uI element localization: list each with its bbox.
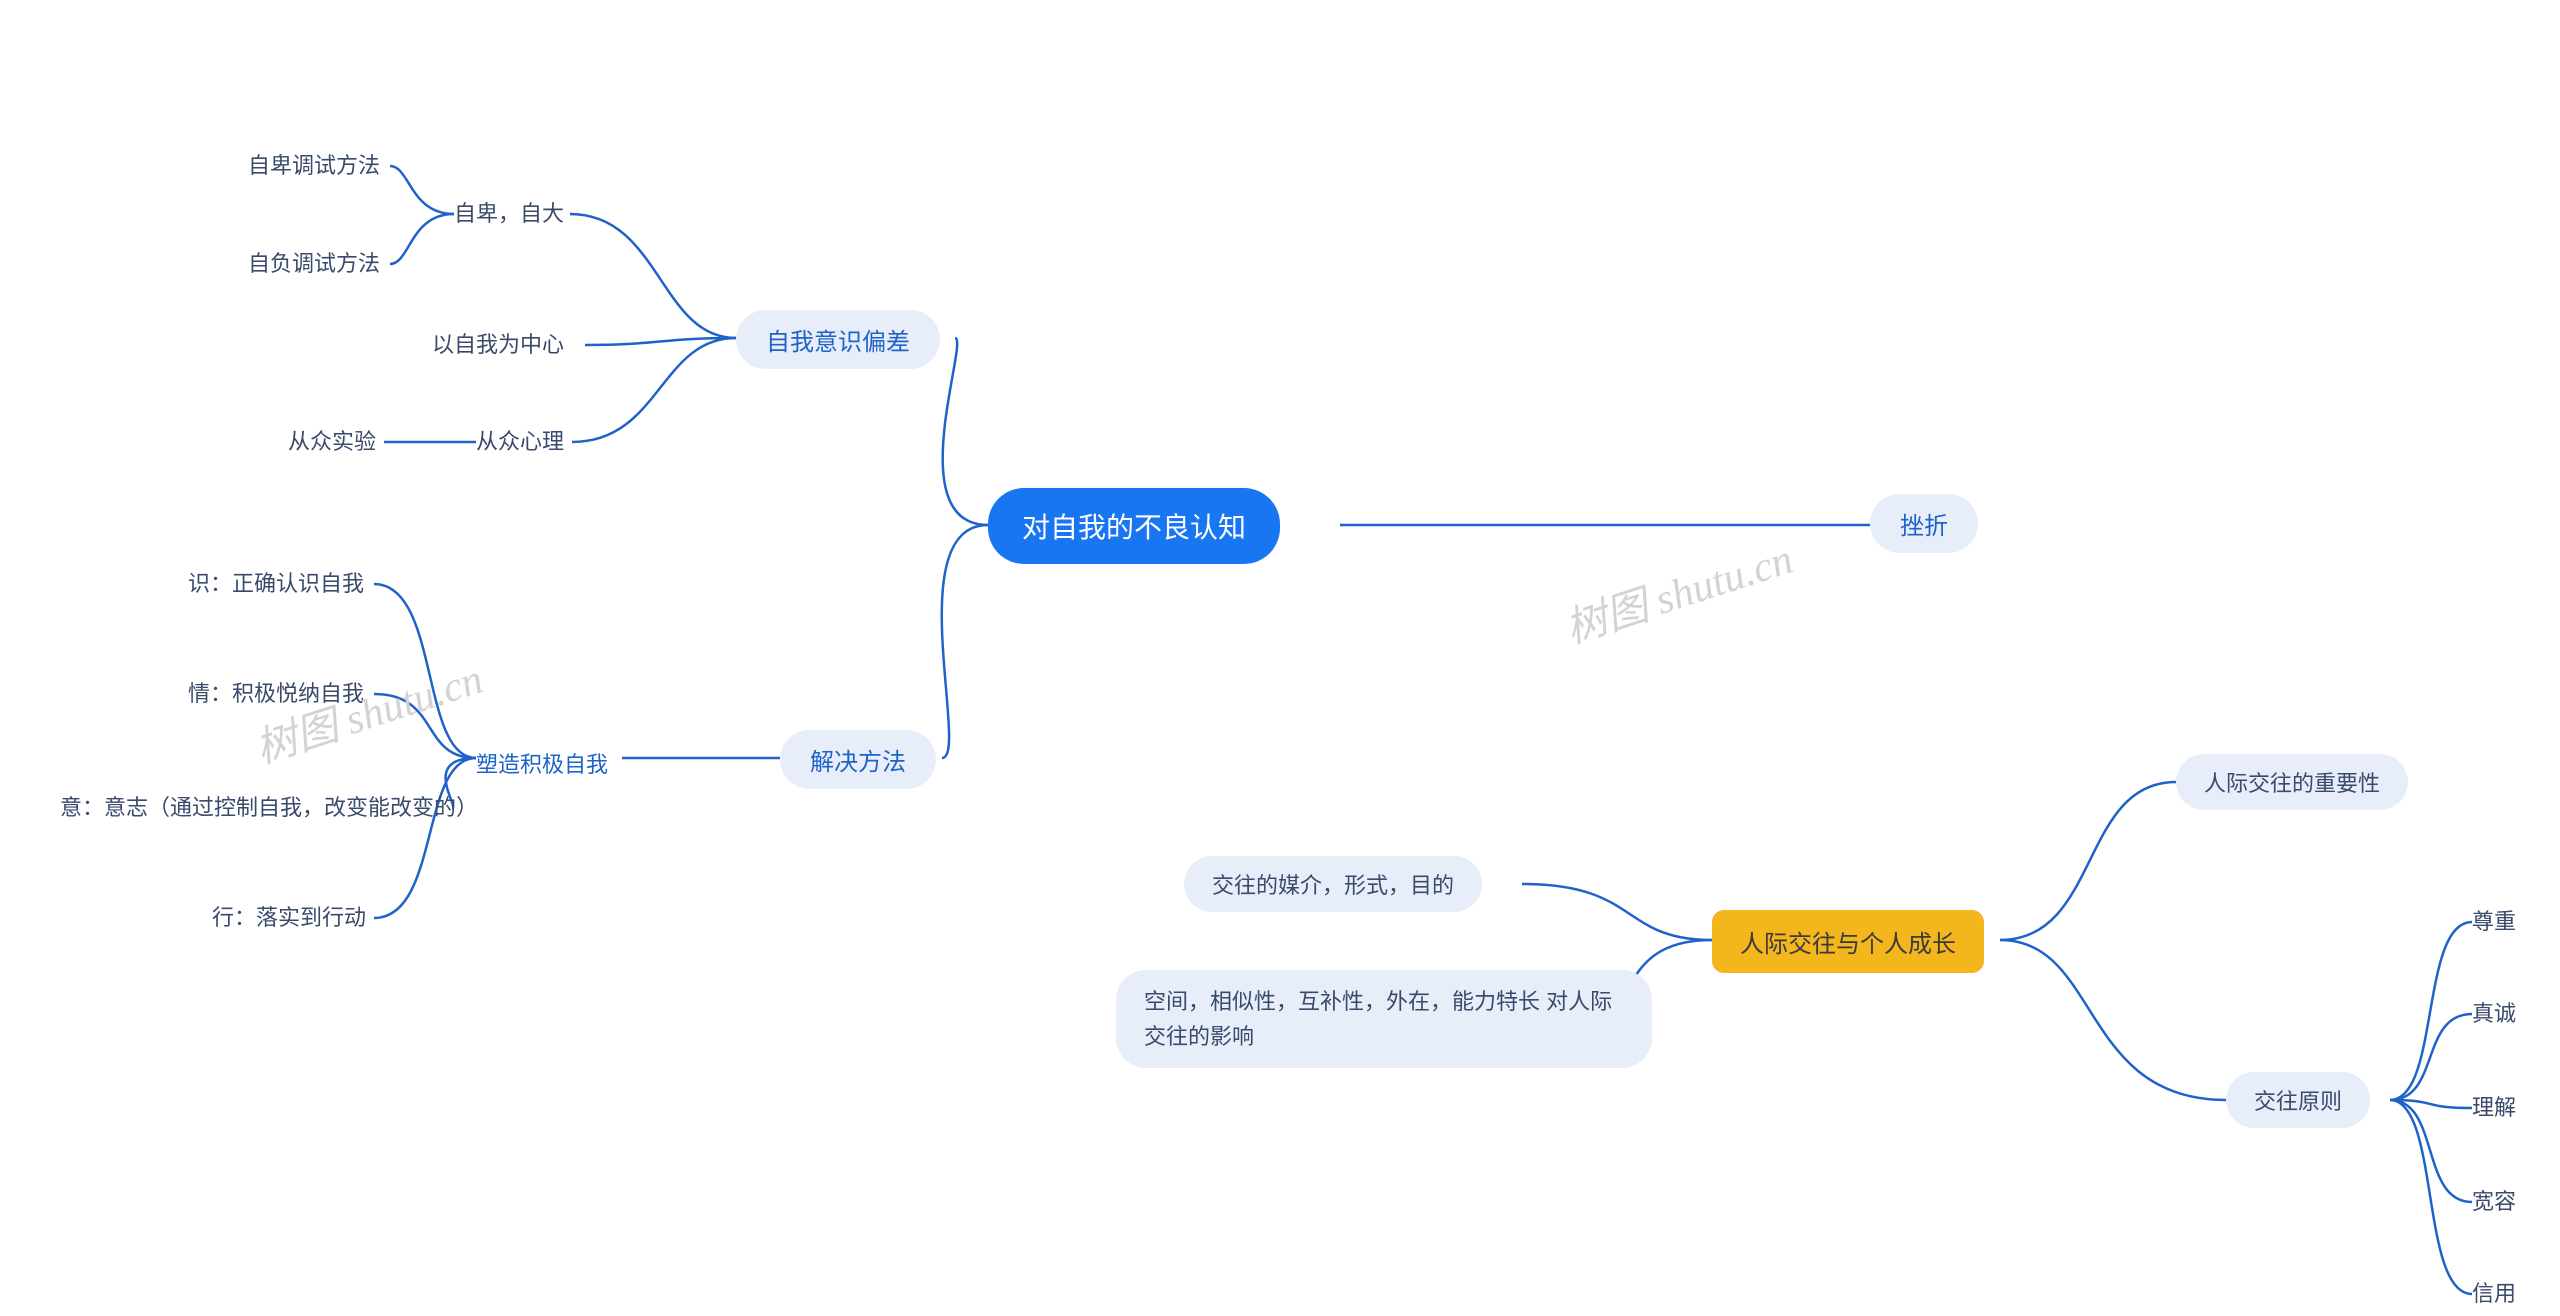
edge — [570, 214, 736, 338]
leaf-zibeizida[interactable]: 自卑，自大 — [454, 196, 564, 228]
leaf-suzao[interactable]: 塑造积极自我 — [476, 747, 608, 779]
branch-jiejue[interactable]: 解决方法 — [780, 730, 936, 789]
edge — [374, 584, 476, 758]
leaf-shi[interactable]: 识：正确认识自我 — [188, 566, 364, 598]
leaf-zhencheng[interactable]: 真诚 — [2472, 996, 2516, 1028]
leaf-zunzhong[interactable]: 尊重 — [2472, 904, 2516, 936]
bubble-yuanze[interactable]: 交往原则 — [2226, 1072, 2370, 1128]
edge — [2000, 940, 2226, 1100]
leaf-zifutiaoshi[interactable]: 自负调试方法 — [248, 246, 380, 278]
root-node[interactable]: 对自我的不良认知 — [988, 488, 1280, 564]
bubble-importance[interactable]: 人际交往的重要性 — [2176, 754, 2408, 810]
edge — [585, 338, 736, 345]
edge — [374, 758, 476, 918]
edge — [2000, 782, 2176, 940]
edge — [374, 694, 476, 758]
edge — [2390, 1014, 2472, 1100]
leaf-kuanrong[interactable]: 宽容 — [2472, 1184, 2516, 1216]
leaf-xinyong[interactable]: 信用 — [2472, 1276, 2516, 1308]
edge — [2390, 1100, 2472, 1202]
edge — [390, 166, 454, 214]
edge — [2390, 1100, 2472, 1294]
edge — [1522, 884, 1712, 940]
edge — [572, 338, 736, 442]
node-yellow[interactable]: 人际交往与个人成长 — [1712, 910, 1984, 973]
watermark-2: 树图 shutu.cn — [1556, 525, 1799, 656]
leaf-xing[interactable]: 行：落实到行动 — [212, 900, 366, 932]
edge — [2390, 1100, 2472, 1108]
bubble-meijie[interactable]: 交往的媒介，形式，目的 — [1184, 856, 1482, 912]
branch-cuozhe[interactable]: 挫折 — [1870, 494, 1978, 553]
edge — [943, 338, 988, 525]
leaf-qing[interactable]: 情：积极悦纳自我 — [188, 676, 364, 708]
leaf-congzhongxl[interactable]: 从众心理 — [476, 424, 564, 456]
edge — [942, 525, 988, 758]
connectors-layer — [0, 0, 2560, 1316]
edge — [390, 214, 454, 264]
leaf-zibeitiaoshi[interactable]: 自卑调试方法 — [248, 148, 380, 180]
leaf-lijie[interactable]: 理解 — [2472, 1090, 2516, 1122]
leaf-yi[interactable]: 意：意志（通过控制自我，改变能改变的） — [60, 790, 478, 822]
leaf-congzhongsy[interactable]: 从众实验 — [288, 424, 376, 456]
edge — [2390, 922, 2472, 1100]
watermark-1: 树图 shutu.cn — [246, 645, 489, 776]
leaf-ziwozhongxin[interactable]: 以自我为中心 — [432, 327, 564, 359]
bubble-kongjian[interactable]: 空间，相似性，互补性，外在，能力特长 对人际交往的影响 — [1116, 970, 1652, 1068]
branch-piancha[interactable]: 自我意识偏差 — [736, 310, 940, 369]
